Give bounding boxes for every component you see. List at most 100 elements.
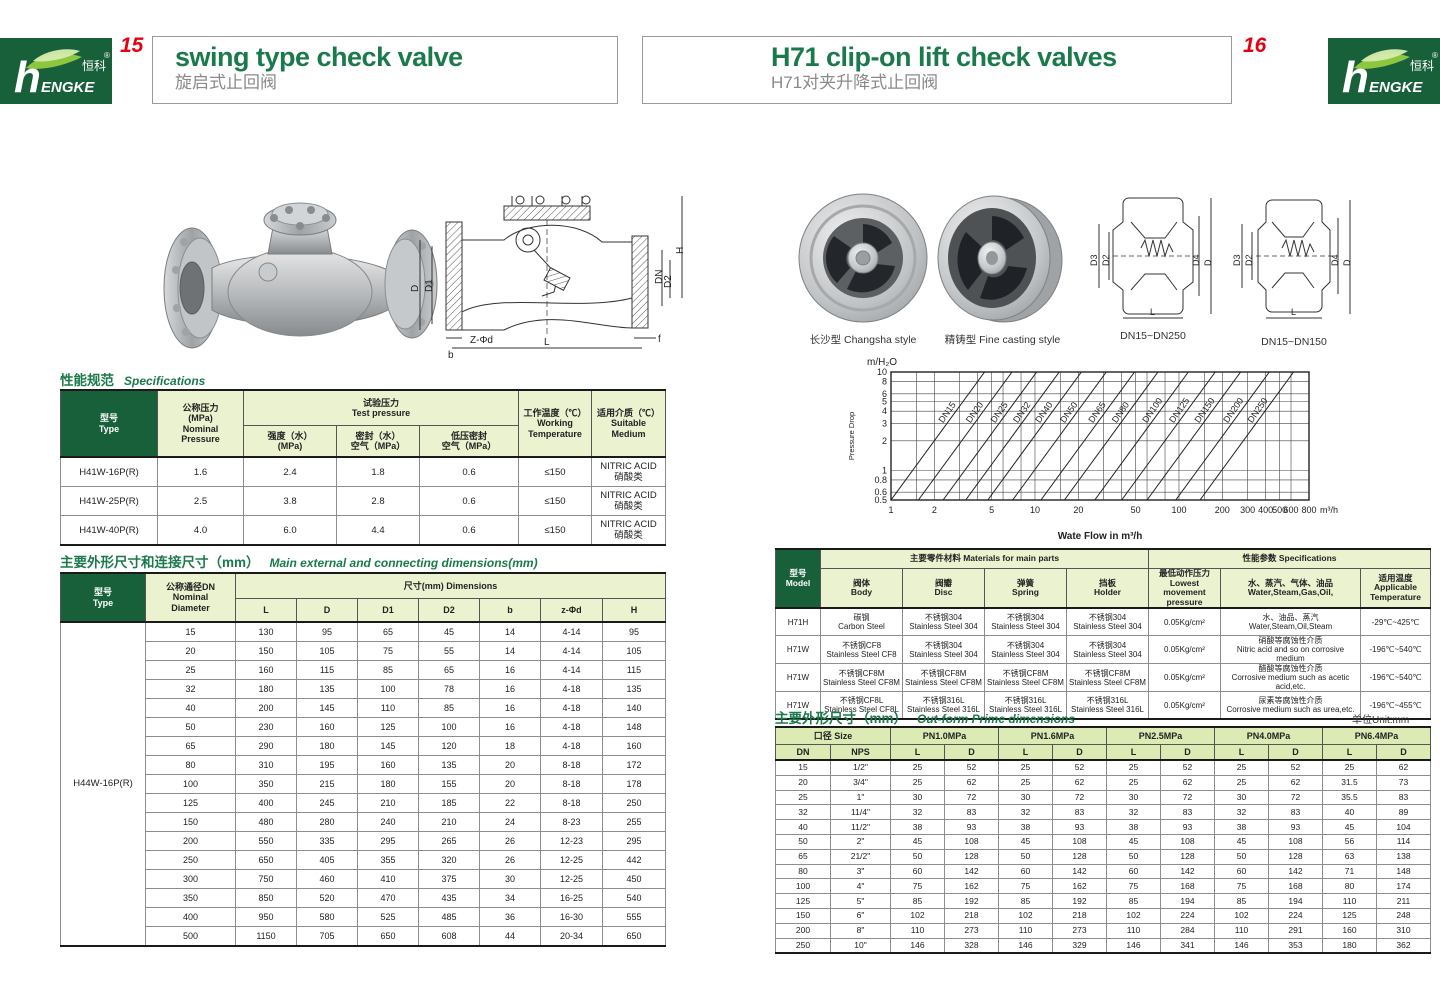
table-cell: 50: [998, 848, 1053, 865]
wafer-valve-drawing-2: D3 D2 D4 D L: [1228, 190, 1360, 326]
page-subtitle-left: 旋启式止回阀: [175, 73, 277, 92]
materials-table: 型号 Model 主要零件材料 Materials for main parts 性…: [775, 548, 1431, 720]
svg-text:1: 1: [882, 465, 887, 475]
table-cell: 192: [944, 893, 999, 909]
page-title-left: swing type check valve: [175, 42, 463, 72]
table-cell: 4-18: [540, 736, 603, 756]
table-row: 40 200 145 110 85 16 4-18 140: [61, 698, 666, 718]
table-cell: 45: [418, 621, 480, 642]
table-cell: 210: [357, 793, 419, 813]
table-cell: ≤150: [518, 486, 592, 516]
table-cell: 不锈钢304 Stainless Steel 304: [902, 635, 985, 664]
table-cell: 195: [296, 755, 358, 775]
table-cell: 218: [1052, 907, 1107, 924]
table-cell: 50: [1214, 848, 1269, 865]
svg-text:0.5: 0.5: [874, 495, 887, 505]
table-cell: 不锈钢CF8M Stainless Steel CF8M: [820, 663, 903, 692]
table-cell: 不锈钢CF8M Stainless Steel CF8M: [984, 663, 1067, 692]
table-row: 125 400 245 210 185 22 8-18 250: [61, 793, 666, 813]
table-cell: 30: [1106, 789, 1161, 806]
table-cell: 50: [775, 833, 831, 850]
table-cell: 50: [890, 848, 945, 865]
header-row: 型号 Model 主要零件材料 Materials for main parts 性…: [775, 548, 1431, 609]
table-cell: 180: [1322, 937, 1377, 954]
table-cell: 100: [775, 878, 831, 895]
header-cell: D: [1376, 744, 1431, 761]
table-cell: 醋酸等腐蚀性介质 Corrosive medium such as acetic…: [1220, 663, 1361, 692]
table-cell: 110: [1106, 922, 1161, 939]
header-cell: D: [944, 744, 999, 761]
table-cell: 8-23: [540, 812, 603, 832]
table-row: 32 11/4" 32 83 32 83 32 83 32 83 40 89: [775, 804, 1431, 821]
table-cell: 85: [998, 893, 1053, 909]
table-cell: 52: [944, 759, 999, 776]
svg-text:1: 1: [888, 505, 893, 515]
table-cell: 4-18: [540, 698, 603, 718]
table-row: H71W 不锈钢CF8M Stainless Steel CF8M 不锈钢CF8M …: [775, 663, 1431, 692]
table-cell: 146: [998, 937, 1053, 954]
table-cell: 410: [357, 869, 419, 889]
table-cell: 550: [235, 831, 297, 851]
table-cell: 104: [1376, 819, 1431, 835]
table-cell: 142: [944, 863, 999, 880]
table-cell: 155: [418, 774, 480, 794]
header-cell: 密封（水） 空气（MPa）: [336, 425, 420, 458]
table-cell: 30: [890, 789, 945, 806]
header-cell: 挡板 Holder: [1066, 568, 1149, 609]
table-cell: 72: [944, 789, 999, 806]
svg-text:50: 50: [1131, 505, 1141, 515]
table-cell: 608: [418, 926, 480, 947]
table-cell: 1150: [235, 926, 297, 947]
table-cell: 100: [418, 717, 480, 737]
table-cell: 142: [1268, 863, 1323, 880]
header-row: 口径 Size PN1.0MPa PN1.6MPa PN2.5MPa PN4.0MPa P…: [775, 726, 1431, 745]
table-row: 250 650 405 355 320 26 12-25 442: [61, 850, 666, 870]
dim-label: D4: [1191, 254, 1201, 266]
table-cell: 4-18: [540, 679, 603, 699]
table-row: 80 310 195 160 135 20 8-18 172: [61, 755, 666, 775]
table-cell: 85: [357, 660, 419, 680]
table-cell: 135: [296, 679, 358, 699]
table-cell: 18: [479, 736, 541, 756]
header-cell: PN6.4MPa: [1322, 726, 1431, 745]
table-cell: -29℃~425℃: [1360, 607, 1431, 636]
table-cell: 150: [235, 641, 297, 661]
table-cell: 12-25: [540, 869, 603, 889]
table-cell: 25: [145, 660, 236, 680]
flow-chart: DN15 DN20 DN25 DN32 DN40 DN50 DN65 DN80 DN100 DN1…: [845, 354, 1345, 546]
table-cell: 310: [235, 755, 297, 775]
header-cell: L: [890, 744, 945, 761]
table-cell: 55: [418, 641, 480, 661]
table-row: 400 950 580 525 485 36 16-30 555: [61, 907, 666, 927]
table-cell: 350: [145, 888, 236, 908]
dim-label: L: [1291, 307, 1296, 317]
table-cell: 3/4": [830, 774, 891, 791]
flow-chart-svg: DN15 DN20 DN25 DN32 DN40 DN50 DN65 DN80 DN100 DN1…: [847, 357, 1338, 542]
table-cell: 93: [944, 819, 999, 835]
table-cell: 25: [775, 789, 831, 806]
table-cell: 71: [1322, 863, 1377, 880]
table-cell: 180: [296, 736, 358, 756]
hengke-logo-left: h ENGKE 恒科 ®: [0, 38, 112, 104]
table-cell: 3.8: [243, 486, 337, 516]
table-cell: 75: [998, 878, 1053, 895]
table-cell: H71W: [775, 635, 821, 664]
svg-text:3: 3: [882, 418, 887, 428]
table-cell: 540: [602, 888, 666, 908]
header-cell: 性能参数 Specifications: [1148, 548, 1431, 569]
header-cell: 尺寸(mm) Dimensions: [235, 572, 666, 599]
table-cell: 80: [145, 755, 236, 775]
table-cell: 555: [602, 907, 666, 927]
table-cell: 52: [1268, 759, 1323, 776]
table-cell: 210: [418, 812, 480, 832]
table-cell: 不锈钢304 Stainless Steel 304: [902, 607, 985, 636]
table-cell: 160: [602, 736, 666, 756]
table-cell: 4.0: [157, 515, 244, 546]
table-row: 100 350 215 180 155 20 8-18 178: [61, 774, 666, 794]
header-row: L D D1 D2 b z-Φd H: [61, 598, 666, 623]
table-cell: 80: [1322, 878, 1377, 895]
table-cell: 146: [1214, 937, 1269, 954]
svg-text:®: ®: [1432, 51, 1438, 60]
table-cell: 435: [418, 888, 480, 908]
header-cell: z-Φd: [540, 598, 603, 623]
